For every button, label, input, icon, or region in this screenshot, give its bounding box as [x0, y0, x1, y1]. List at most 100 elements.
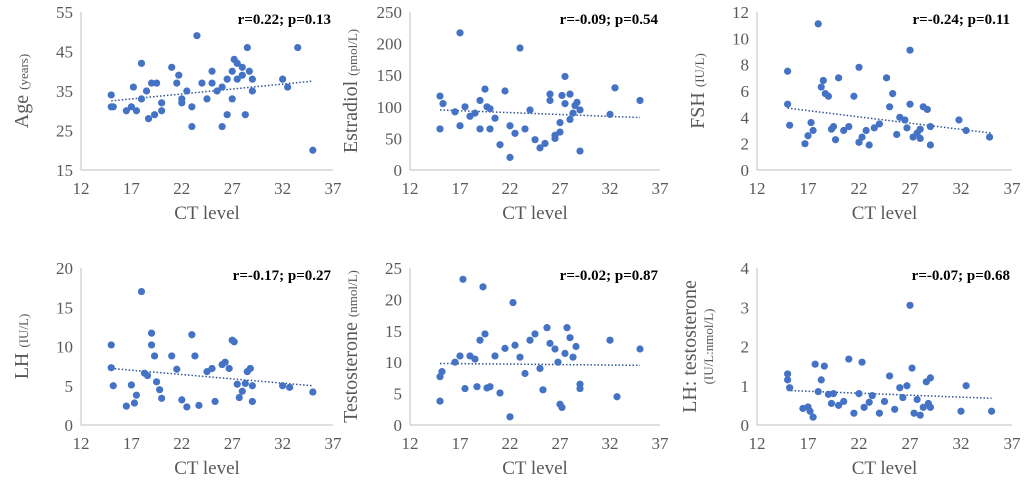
- data-point: [486, 105, 494, 113]
- x-tick-label: 27: [552, 179, 570, 198]
- data-point: [461, 103, 469, 111]
- chart-testosterone: 0 5 10 15 20 25 12 17 22 27 32 37 CT level Testostero…: [340, 259, 669, 479]
- data-point: [923, 105, 931, 114]
- data-point: [284, 83, 292, 91]
- data-point: [223, 111, 231, 119]
- data-point: [611, 84, 619, 92]
- x-tick-label: 37: [652, 179, 670, 198]
- data-point: [886, 103, 894, 111]
- data-point: [899, 393, 907, 402]
- data-point: [558, 403, 566, 412]
- data-point: [243, 43, 251, 52]
- data-point: [233, 59, 241, 67]
- data-point: [875, 409, 884, 417]
- data-point: [158, 107, 166, 115]
- data-point: [862, 126, 870, 135]
- data-point: [153, 378, 161, 386]
- y-axis-label: Estradiol (pmol/L): [340, 29, 362, 153]
- x-tick-label: 27: [902, 434, 920, 453]
- x-tick-label: 22: [851, 434, 868, 453]
- data-point: [858, 358, 866, 366]
- data-point: [886, 372, 894, 380]
- data-point: [241, 111, 249, 119]
- correlation-annotation: r=-0.07; p=0.68: [912, 268, 1010, 284]
- data-point: [845, 122, 853, 131]
- chart-fsh: 0 2 4 6 8 10 12 12 17 22 27 32 37 CT level FSH (IU/L) r…: [687, 3, 1021, 224]
- data-point: [107, 341, 115, 349]
- data-point: [246, 364, 254, 373]
- y-axis-label: LH (IU/L): [11, 314, 33, 380]
- data-point: [817, 83, 825, 91]
- y-tick-label: 4: [741, 259, 750, 278]
- data-point: [829, 122, 838, 131]
- y-tick-label: 15: [56, 161, 73, 180]
- data-point: [988, 407, 996, 415]
- data-point: [168, 352, 176, 360]
- y-axis-label-unit: (IU/L): [16, 314, 31, 348]
- data-point: [561, 349, 569, 358]
- data-point: [188, 103, 196, 111]
- y-tick-label: 5: [394, 385, 403, 404]
- data-point: [107, 91, 115, 99]
- y-tick-label: 20: [56, 259, 73, 278]
- data-point: [891, 405, 899, 413]
- data-point: [193, 32, 201, 40]
- x-tick-label: 27: [552, 434, 570, 453]
- data-point: [955, 116, 963, 124]
- data-point: [127, 381, 135, 389]
- data-point: [536, 144, 544, 152]
- x-tick-label: 32: [953, 434, 970, 453]
- data-point: [279, 75, 287, 83]
- data-point: [506, 122, 514, 130]
- data-point: [543, 324, 551, 332]
- y-tick-label: 45: [56, 43, 73, 62]
- x-tick-label: 17: [123, 434, 141, 453]
- data-point: [203, 95, 211, 103]
- data-point: [245, 67, 253, 75]
- y-axis-label-unit: (IU/L): [692, 53, 707, 87]
- data-point: [506, 413, 514, 421]
- x-tick-label: 12: [73, 179, 90, 198]
- y-tick-label: 1: [741, 377, 750, 396]
- data-point: [916, 411, 924, 419]
- data-point: [221, 358, 229, 366]
- x-tick-label: 17: [123, 179, 141, 198]
- y-axis-label-main: Testosterone: [340, 317, 362, 423]
- chart-estradiol: 0 50 100 150 200 250 12 17 22 27 32 37 CT level Estra…: [340, 3, 669, 224]
- data-point: [541, 139, 549, 148]
- data-point: [926, 122, 935, 131]
- data-point: [840, 126, 848, 135]
- y-tick-label: 0: [741, 161, 750, 180]
- data-point: [801, 140, 809, 148]
- data-point: [122, 402, 130, 410]
- x-tick-label: 17: [452, 179, 470, 198]
- data-point: [835, 401, 843, 409]
- y-tick-label: 5: [65, 377, 74, 396]
- x-tick-label: 37: [652, 434, 670, 453]
- data-point: [962, 126, 970, 135]
- data-point: [784, 376, 792, 384]
- data-point: [130, 399, 139, 407]
- data-point: [198, 79, 206, 87]
- data-point: [248, 75, 256, 83]
- y-tick-label: 150: [377, 66, 403, 85]
- data-point: [479, 283, 487, 291]
- data-point: [142, 87, 151, 95]
- data-point: [175, 71, 183, 79]
- data-point: [158, 99, 166, 107]
- trend-line: [787, 389, 992, 400]
- x-tick-label: 27: [224, 434, 242, 453]
- x-tick-label: 22: [851, 179, 868, 198]
- data-point: [521, 125, 529, 133]
- data-point: [456, 29, 464, 37]
- data-point: [218, 122, 226, 131]
- data-point: [896, 384, 904, 392]
- data-point: [436, 125, 444, 133]
- data-point: [820, 362, 828, 370]
- data-point: [144, 115, 153, 123]
- data-point: [546, 339, 554, 347]
- data-point: [183, 403, 191, 411]
- data-point: [806, 407, 814, 415]
- data-point: [191, 352, 199, 360]
- y-tick-label: 10: [56, 338, 73, 357]
